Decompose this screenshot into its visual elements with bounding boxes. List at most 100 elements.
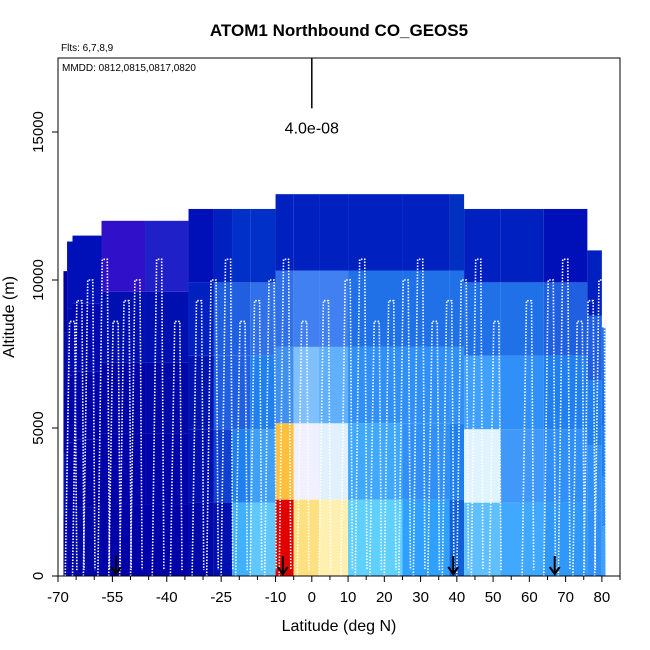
heatmap-cell [250, 502, 276, 576]
x-tick-label: -25 [210, 589, 232, 606]
heatmap-cell [275, 346, 294, 424]
heatmap-cell [67, 442, 73, 510]
heatmap-cell [601, 476, 606, 527]
x-tick-label: -55 [102, 589, 124, 606]
heatmap-cell [402, 423, 450, 500]
heatmap-cell [275, 270, 294, 347]
heatmap-cell [449, 346, 465, 424]
flight-track [369, 320, 383, 577]
heatmap-cell [319, 194, 349, 271]
flight-track [383, 299, 397, 577]
heatmap-cell [232, 282, 251, 356]
heatmap-cell [587, 250, 602, 316]
heatmap-cell [500, 282, 544, 356]
flight-track [521, 299, 535, 577]
flight-track [398, 279, 412, 577]
arrow-marker-head [548, 566, 561, 576]
flight-track [220, 258, 234, 577]
flight-track [71, 299, 85, 577]
heatmap-cell [587, 445, 602, 511]
y-axis: 0 5000 10000 15000 [30, 111, 58, 580]
heatmap-cell [250, 429, 276, 503]
flight-track [572, 320, 586, 577]
heatmap-cell [500, 355, 544, 430]
flight-tracks [64, 258, 608, 577]
heatmap-cell [63, 454, 68, 516]
arrow-markers [110, 556, 561, 576]
flight-track [582, 299, 597, 577]
heatmap-cell [101, 220, 146, 292]
heatmap-cell [213, 282, 233, 356]
flight-track [470, 258, 484, 577]
x-tick-label: 70 [557, 589, 574, 606]
x-axis-label: Latitude (deg N) [282, 618, 397, 635]
y-tick-label: 15000 [30, 111, 47, 153]
flight-track [543, 279, 557, 577]
x-tick-label: -10 [265, 589, 287, 606]
flight-track [318, 299, 332, 577]
flight-track [151, 258, 165, 577]
heatmap-cell [72, 371, 102, 440]
x-tick-label: -40 [156, 589, 178, 606]
x-tick-label: -70 [47, 589, 69, 606]
heatmap-cell [587, 380, 602, 446]
heatmap-cell [543, 355, 588, 430]
flight-track [118, 299, 133, 577]
flight-track [107, 320, 122, 577]
heatmap-cell [500, 208, 544, 283]
y-tick-label: 0 [30, 572, 47, 580]
x-tick-label: 50 [485, 589, 502, 606]
heatmap-cell [213, 208, 233, 283]
flight-track [340, 279, 354, 577]
flight-track [488, 320, 502, 577]
flight-track [169, 320, 183, 577]
heatmap-cell [543, 502, 588, 576]
heatmap-cell [293, 346, 320, 424]
flight-track [456, 279, 470, 577]
heatmap-cell [188, 429, 214, 503]
heatmap-cell [402, 346, 450, 424]
dates-note: MMDD: 0812,0815,0817,0820 [62, 63, 196, 74]
heatmap-cell [402, 194, 450, 271]
flight-track [82, 279, 96, 577]
y-axis-label: Altitude (m) [1, 276, 18, 358]
flight-track [427, 320, 441, 577]
heatmap-cell [72, 439, 102, 508]
plot-frame [57, 57, 621, 577]
heatmap-cell [543, 208, 588, 283]
heatmap-cell [319, 423, 349, 500]
scale-bar-label: 4.0e-08 [285, 120, 339, 137]
y-tick-label: 10000 [30, 259, 47, 301]
flight-track [191, 299, 205, 577]
heatmap-cell [232, 429, 251, 503]
heatmap-cell [145, 362, 189, 434]
flight-track [557, 258, 571, 577]
heatmap-cell [213, 429, 233, 503]
heatmap-cell [464, 208, 501, 283]
heatmap-cell [250, 208, 276, 283]
heatmap-cell [601, 377, 606, 427]
heatmap-cell [213, 502, 233, 576]
heatmap-cell [543, 429, 588, 503]
flights-note: Flts: 6,7,8,9 [61, 43, 114, 54]
heatmap-cell [449, 194, 465, 271]
heatmap-cell [67, 241, 73, 309]
heatmap-cell [601, 426, 606, 477]
flight-track [593, 279, 608, 577]
heatmap-cell [232, 208, 251, 283]
heatmap-cell [232, 355, 251, 430]
heatmap-cell [543, 282, 588, 356]
heatmap-cell [319, 346, 349, 424]
x-tick-label: 30 [412, 589, 429, 606]
flight-track [64, 320, 78, 577]
heatmap-cell [601, 327, 606, 378]
heatmap-layer [63, 194, 606, 576]
flight-track [234, 320, 249, 577]
heatmap-cell [145, 291, 189, 363]
heatmap-cell [500, 429, 544, 503]
heatmap-cell [250, 355, 276, 430]
x-tick-label: 60 [521, 589, 538, 606]
heatmap-cell [293, 270, 320, 347]
flight-track [412, 258, 426, 577]
